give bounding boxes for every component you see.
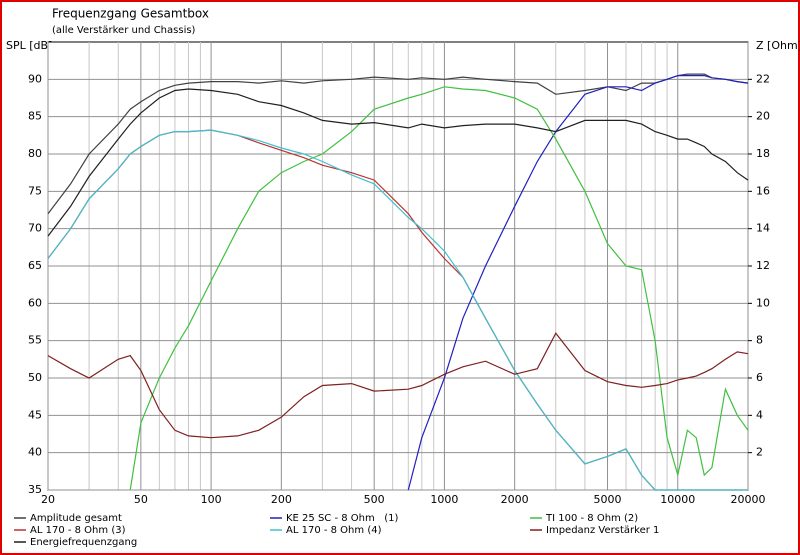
series-line: [407, 74, 749, 491]
y2-tick-label: 8: [756, 334, 763, 347]
y-tick-label: 65: [28, 259, 42, 272]
y-tick-label: 45: [28, 408, 42, 421]
series-line: [47, 88, 749, 237]
y-tick-label: 70: [28, 222, 42, 235]
y2-tick-label: 18: [756, 147, 770, 160]
x-tick-label: 20: [41, 493, 55, 506]
x-tick-label: 10000: [660, 493, 695, 506]
legend-label: KE 25 SC - 8 Ohm (1): [286, 513, 399, 524]
legend-label: Impedanz Verstärker 1: [546, 525, 659, 536]
y2-tick-label: 20: [756, 110, 770, 123]
x-tick-label: 5000: [594, 493, 622, 506]
series-line: [47, 129, 748, 491]
x-tick-label: 20000: [731, 493, 766, 506]
legend-label: Energiefrequenzgang: [30, 537, 137, 548]
x-tick-label: 100: [201, 493, 222, 506]
y-tick-label: 50: [28, 371, 42, 384]
series-line: [47, 73, 749, 215]
x-tick-label: 500: [364, 493, 385, 506]
series-line: [129, 86, 749, 491]
y2-tick-label: 6: [756, 371, 763, 384]
y2-axis-label: Z [Ohm]: [756, 39, 800, 52]
y-tick-label: 80: [28, 147, 42, 160]
y2-tick-label: 4: [756, 408, 763, 421]
y-tick-label: 55: [28, 334, 42, 347]
y-tick-label: 40: [28, 446, 42, 459]
y2-tick-label: 14: [756, 222, 770, 235]
x-tick-label: 2000: [501, 493, 529, 506]
legend-label: TI 100 - 8 Ohm (2): [545, 513, 638, 524]
y2-tick-label: 2: [756, 446, 763, 459]
x-tick-label: 200: [271, 493, 292, 506]
legend-label: Amplitude gesamt: [30, 513, 122, 524]
chart-subtitle: (alle Verstärker und Chassis): [52, 25, 196, 36]
y2-tick-label: 10: [756, 296, 770, 309]
chart-title: Frequenzgang Gesamtbox: [52, 7, 209, 21]
x-tick-label: 1000: [430, 493, 458, 506]
series-line: [47, 332, 749, 439]
y-axis-label: SPL [dB]: [6, 39, 52, 52]
y-tick-label: 85: [28, 110, 42, 123]
y-tick-label: 60: [28, 296, 42, 309]
x-tick-label: 50: [134, 493, 148, 506]
y2-tick-label: 16: [756, 184, 770, 197]
legend-label: AL 170 - 8 Ohm (3): [30, 525, 126, 536]
y-tick-label: 35: [28, 483, 42, 496]
y-tick-label: 90: [28, 72, 42, 85]
y-tick-label: 75: [28, 184, 42, 197]
y2-tick-label: 22: [756, 72, 770, 85]
legend-label: AL 170 - 8 Ohm (4): [286, 525, 382, 536]
y2-tick-label: 12: [756, 259, 770, 272]
